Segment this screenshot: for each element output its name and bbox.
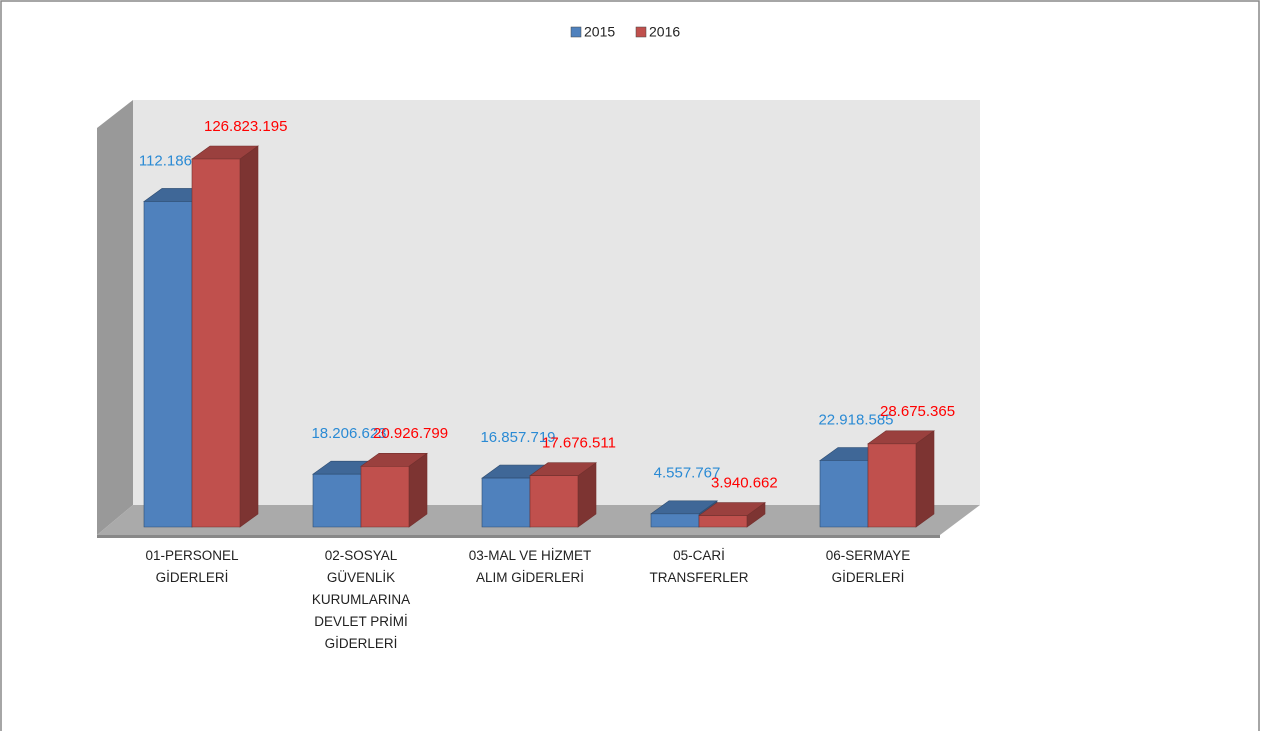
bar-front — [650, 513, 700, 528]
bar-front — [529, 475, 579, 528]
bar — [191, 145, 259, 528]
x-tick-label: 03-MAL VE HİZMET ALIM GİDERLERİ — [468, 548, 592, 585]
bar-front — [481, 477, 531, 528]
floor-edge — [97, 535, 940, 538]
data-label: 17.676.511 — [542, 435, 616, 452]
data-label: 3.940.662 — [711, 475, 778, 492]
back-wall — [133, 100, 980, 505]
legend-label: 2016 — [649, 24, 680, 40]
bar-front — [360, 465, 410, 528]
bar — [529, 462, 597, 528]
x-tick-label: 01-PERSONEL GİDERLERİ — [145, 548, 239, 585]
bar-front — [191, 158, 241, 528]
legend-swatch — [570, 26, 582, 38]
bar — [698, 501, 766, 528]
data-label: 22.918.585 — [818, 411, 893, 428]
side-wall — [97, 100, 133, 535]
data-label: 18.206.623 — [311, 425, 386, 442]
data-label: 28.675.365 — [880, 403, 955, 420]
bar-front — [698, 515, 748, 528]
bar-front — [867, 443, 917, 528]
data-label: 16.857.719 — [480, 429, 555, 446]
bar-side — [239, 145, 259, 528]
data-label: 4.557.767 — [654, 465, 721, 482]
bar — [360, 452, 428, 528]
data-label: 20.926.799 — [373, 425, 448, 442]
x-tick-label: 02-SOSYAL GÜVENLİK KURUMLARINA DEVLET PR… — [311, 548, 411, 651]
x-tick-label: 06-SERMAYE GİDERLERİ — [825, 548, 911, 585]
bar — [867, 430, 935, 528]
x-tick-label: 05-CARİ TRANSFERLER — [649, 548, 749, 585]
legend-label: 2015 — [584, 24, 615, 40]
bar-front — [819, 460, 869, 528]
legend-swatch — [635, 26, 647, 38]
bar-side — [915, 430, 935, 528]
data-label: 126.823.195 — [204, 118, 287, 135]
bar-front — [143, 201, 193, 528]
bar-front — [312, 473, 362, 528]
